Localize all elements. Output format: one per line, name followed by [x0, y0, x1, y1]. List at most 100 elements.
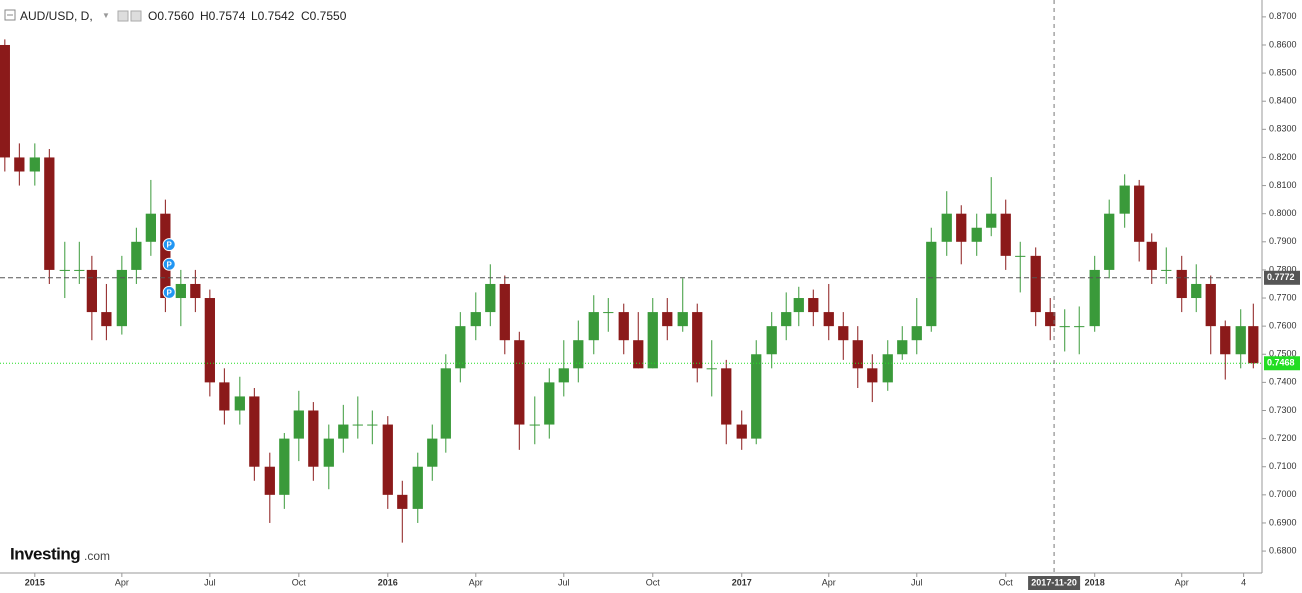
candle-body	[852, 340, 863, 369]
candle-body	[986, 213, 997, 228]
y-tick-label: 0.7500	[1269, 349, 1297, 359]
candle-body	[293, 410, 304, 439]
event-marker	[162, 285, 176, 299]
candle-body	[499, 283, 510, 341]
candle-body	[1235, 326, 1246, 355]
x-tick-label: 2015	[25, 577, 45, 587]
x-tick-label: Oct	[646, 577, 661, 587]
candle-body	[190, 283, 201, 299]
candle-body	[647, 312, 658, 369]
ohlc-close: C0.7550	[301, 9, 347, 23]
crosshair-label-box	[1028, 576, 1081, 590]
candle-body	[219, 382, 230, 411]
y-tick-label: 0.7200	[1269, 433, 1297, 443]
y-tick-label: 0.7900	[1269, 236, 1297, 246]
y-tick-label: 0.8500	[1269, 67, 1297, 77]
ohlc-open: O0.7560	[148, 9, 194, 23]
candle-body	[470, 312, 481, 327]
candle-body	[1000, 213, 1011, 256]
candle-body	[808, 298, 819, 313]
settings-icon[interactable]	[130, 10, 142, 22]
candle-body	[101, 312, 112, 327]
watermark-main: Investing	[10, 544, 80, 563]
candle-body	[338, 424, 349, 439]
dropdown-arrow[interactable]: ▼	[102, 11, 110, 20]
candle-body	[793, 298, 804, 313]
candle-body	[29, 157, 40, 172]
x-tick-label: 4	[1241, 577, 1246, 587]
y-tick-label: 0.7100	[1269, 461, 1297, 471]
candle-body	[911, 326, 922, 341]
candle-body	[204, 298, 215, 383]
event-marker	[162, 238, 176, 252]
candle-body	[382, 424, 393, 495]
candle-body	[618, 312, 629, 341]
y-tick-label: 0.8200	[1269, 152, 1297, 162]
y-tick-label: 0.8100	[1269, 180, 1297, 190]
candle-body	[1045, 312, 1056, 327]
candle-body	[1220, 326, 1231, 355]
y-tick-label: 0.8600	[1269, 39, 1297, 49]
reference-label: 0.7772	[1267, 272, 1295, 282]
candle-body	[823, 312, 834, 327]
candle-body	[588, 312, 599, 341]
candle-body	[1059, 326, 1070, 328]
candle-body	[1176, 269, 1187, 299]
candle-body	[440, 368, 451, 439]
x-tick-label: Oct	[292, 577, 307, 587]
candle-body	[736, 424, 747, 439]
candle-body	[971, 227, 982, 242]
candle-body	[662, 312, 673, 327]
candle-body	[1030, 255, 1041, 313]
candle-body	[14, 157, 25, 172]
candle-body	[766, 326, 777, 355]
candle-body	[427, 438, 438, 467]
candle-body	[264, 466, 275, 495]
collapse-icon[interactable]	[4, 9, 16, 21]
candle-body	[485, 283, 496, 313]
candle-body	[956, 213, 967, 242]
x-tick-label: Oct	[999, 577, 1014, 587]
y-tick-label: 0.6900	[1269, 517, 1297, 527]
symbol: AUD/USD, D,	[20, 9, 93, 23]
candle-body	[116, 269, 127, 327]
candle-body	[1089, 269, 1100, 327]
candle-body	[677, 312, 688, 327]
reference-label-box	[1264, 270, 1300, 285]
candle-body	[145, 213, 156, 242]
candle-body	[1248, 326, 1259, 364]
y-tick-label: 0.7600	[1269, 321, 1297, 331]
x-tick-label: 2016	[378, 577, 398, 587]
y-tick-label: 0.8700	[1269, 11, 1297, 21]
candle-body	[1161, 269, 1172, 271]
candle-body	[352, 424, 363, 426]
candle-body	[867, 368, 878, 383]
event-marker-label: P	[167, 260, 173, 269]
y-tick-label: 0.8400	[1269, 96, 1297, 106]
candle-body	[367, 424, 378, 426]
candle-body	[455, 326, 466, 369]
candle-body	[74, 269, 85, 271]
candle-body	[603, 312, 614, 314]
candle-body	[1191, 283, 1202, 299]
settings-icon[interactable]	[117, 10, 129, 22]
candle-body	[412, 466, 423, 509]
candle-body	[941, 213, 952, 242]
x-tick-label: Jul	[204, 577, 216, 587]
ohlc-high: H0.7574	[200, 9, 246, 23]
x-tick-label: Jul	[558, 577, 570, 587]
candle-body	[558, 368, 569, 383]
candle-body	[249, 396, 260, 467]
candle-body	[882, 354, 893, 383]
y-tick-label: 0.7300	[1269, 405, 1297, 415]
candle-body	[1205, 283, 1216, 327]
x-tick-label: 2017	[732, 577, 752, 587]
candle-body	[926, 241, 937, 327]
candle-body	[1146, 241, 1157, 270]
y-tick-label: 0.7400	[1269, 377, 1297, 387]
candle-body	[279, 438, 290, 495]
watermark-suffix: .com	[84, 549, 110, 563]
crosshair-label: 2017-11-20	[1031, 577, 1077, 587]
y-tick-label: 0.8000	[1269, 208, 1297, 218]
